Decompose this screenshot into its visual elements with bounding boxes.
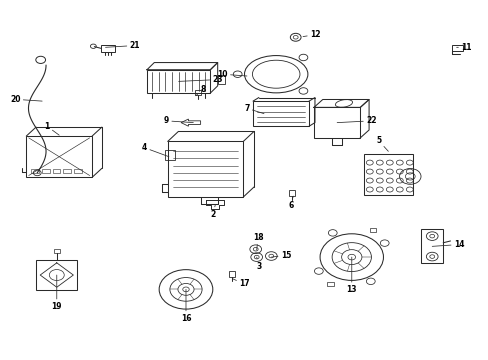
Text: 10: 10	[217, 70, 246, 79]
Bar	[42, 169, 50, 173]
Text: 12: 12	[303, 30, 320, 39]
Bar	[74, 169, 81, 173]
Bar	[252, 101, 308, 126]
Bar	[313, 107, 360, 138]
Bar	[195, 90, 201, 95]
Text: 19: 19	[51, 275, 62, 311]
Bar	[26, 136, 92, 177]
Text: 15: 15	[271, 251, 290, 260]
Text: 2: 2	[210, 205, 215, 219]
Text: 16: 16	[181, 289, 191, 323]
Text: 9: 9	[163, 116, 193, 125]
Text: 3: 3	[256, 257, 261, 271]
Text: 18: 18	[252, 233, 263, 250]
Bar	[326, 282, 333, 286]
Bar	[229, 271, 235, 277]
Bar	[451, 45, 462, 51]
Bar	[288, 190, 295, 196]
Bar	[36, 260, 77, 290]
Text: 14: 14	[431, 240, 463, 249]
Bar	[363, 154, 412, 195]
Bar	[101, 45, 115, 51]
Text: 7: 7	[244, 104, 264, 114]
Bar	[147, 70, 210, 93]
Text: 8: 8	[195, 85, 205, 96]
Text: 11: 11	[456, 43, 470, 52]
Text: 13: 13	[346, 257, 356, 294]
Text: 4: 4	[142, 143, 168, 157]
Bar	[369, 228, 376, 232]
Bar	[53, 169, 61, 173]
Bar	[54, 249, 60, 253]
Bar	[420, 229, 442, 264]
Bar	[63, 169, 71, 173]
Text: 21: 21	[105, 41, 140, 50]
Bar	[217, 75, 225, 84]
Bar	[164, 149, 175, 159]
Text: 6: 6	[287, 196, 293, 210]
Bar	[31, 169, 39, 173]
Text: 5: 5	[375, 136, 387, 151]
Text: 22: 22	[336, 116, 376, 125]
Text: 20: 20	[10, 95, 42, 104]
Bar	[167, 141, 243, 197]
Text: 23: 23	[178, 75, 223, 84]
Text: 17: 17	[232, 279, 249, 288]
Text: 1: 1	[44, 122, 59, 135]
